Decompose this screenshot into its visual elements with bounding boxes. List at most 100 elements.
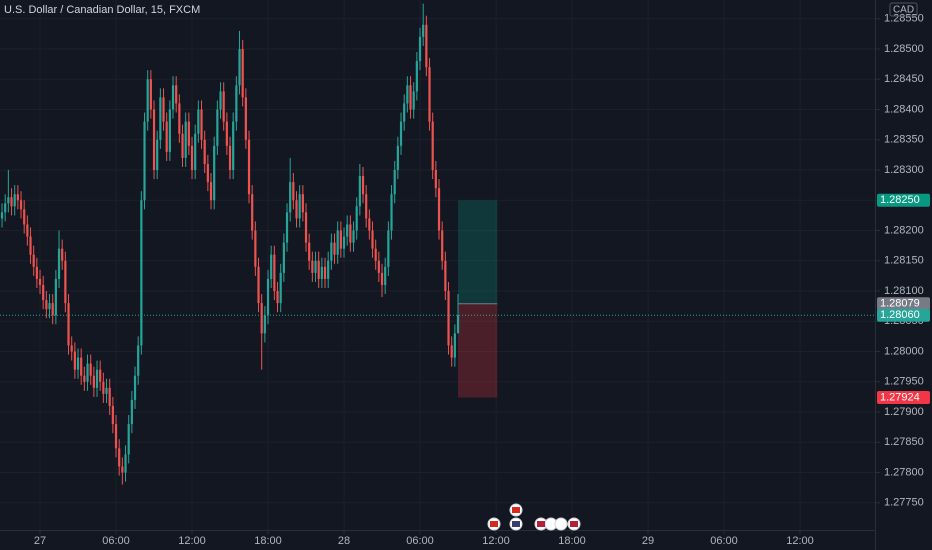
x-tick-label: 06:00 xyxy=(406,535,434,547)
y-tick-label: 1.28300 xyxy=(884,164,924,176)
candle-body xyxy=(235,85,238,122)
candle-body xyxy=(19,200,23,210)
y-tick-label: 1.27850 xyxy=(884,436,924,448)
event-flag xyxy=(512,521,520,527)
event-flag xyxy=(512,507,520,513)
candles xyxy=(0,3,460,485)
candle-body xyxy=(181,133,184,158)
candle-body xyxy=(384,266,387,285)
candle-body xyxy=(86,363,89,382)
y-tick-label: 1.27950 xyxy=(884,376,924,388)
candle-body xyxy=(289,182,292,213)
price-label: 1.28250 xyxy=(880,194,920,206)
candle-body xyxy=(298,194,301,219)
candle-body xyxy=(159,97,162,140)
candle-body xyxy=(393,170,396,195)
candle-body xyxy=(10,197,13,207)
candle-body xyxy=(38,278,42,285)
candle-body xyxy=(137,345,140,376)
candle-body xyxy=(7,197,10,204)
loss-zone xyxy=(458,303,498,398)
candle-body xyxy=(327,260,330,279)
candle-body xyxy=(197,109,200,134)
price-label-bg xyxy=(877,308,930,322)
candle-body xyxy=(244,97,247,140)
candle-body xyxy=(200,109,203,140)
candle-body xyxy=(247,139,251,195)
candle-body xyxy=(403,103,406,122)
candle-body xyxy=(270,254,273,279)
event-flag xyxy=(490,521,498,527)
x-tick-label: 12:00 xyxy=(178,535,206,547)
candle-body xyxy=(431,121,434,171)
candle-body xyxy=(263,315,266,334)
y-tick-label: 1.28000 xyxy=(884,345,924,357)
profit-zone xyxy=(458,200,498,304)
position-tool[interactable] xyxy=(0,200,875,398)
candle-body xyxy=(434,170,437,189)
candle-body xyxy=(118,448,121,467)
candle-body xyxy=(61,248,64,261)
candle-body xyxy=(26,224,29,237)
time-axis: 27 06:00 12:00 18:00 28 06:00 12:00 18:00 29 06:0… xyxy=(34,531,814,547)
candle-body xyxy=(133,375,137,400)
x-tick-label: 27 xyxy=(34,535,46,547)
candle-body xyxy=(54,278,57,316)
candle-body xyxy=(57,248,61,279)
candle-body xyxy=(387,230,390,267)
event-flag xyxy=(537,521,545,527)
candle-body xyxy=(273,254,276,292)
candle-body xyxy=(114,424,118,449)
x-tick-label: 28 xyxy=(338,535,350,547)
candle-body xyxy=(13,194,16,207)
candle-body xyxy=(102,381,105,394)
candle-body xyxy=(168,109,171,152)
currency-label[interactable]: CAD xyxy=(893,5,914,16)
price-label-bg xyxy=(877,391,930,404)
candle-body xyxy=(162,97,165,122)
candle-body xyxy=(156,139,159,171)
event-flag xyxy=(570,521,578,527)
candle-body xyxy=(130,399,133,425)
candle-body xyxy=(380,272,384,285)
candle-body xyxy=(349,224,352,243)
candle-body xyxy=(346,224,349,237)
candle-body xyxy=(437,188,441,231)
candle-body xyxy=(368,218,371,231)
candle-body xyxy=(320,266,323,279)
candle-body xyxy=(377,260,380,273)
candle-body xyxy=(67,303,70,346)
candle-body xyxy=(149,79,152,110)
price-label: 1.28079 xyxy=(880,298,920,310)
candle-body xyxy=(295,200,298,219)
candle-body xyxy=(209,182,213,201)
candle-body xyxy=(358,176,361,207)
candle-body xyxy=(428,67,431,122)
candle-body xyxy=(35,266,38,279)
candle-body xyxy=(251,194,254,231)
y-tick-label: 1.28150 xyxy=(884,255,924,267)
y-tick-label: 1.28500 xyxy=(884,43,924,55)
candle-body xyxy=(301,194,304,213)
candle-body xyxy=(187,121,190,146)
candle-body xyxy=(80,357,83,376)
candle-body xyxy=(146,79,149,122)
event-icon[interactable] xyxy=(554,517,568,531)
candle-body xyxy=(456,315,460,334)
candle-body xyxy=(216,109,219,146)
candle-body xyxy=(64,260,67,304)
currency-box[interactable] xyxy=(889,2,918,17)
candle-body xyxy=(317,260,320,279)
candle-body xyxy=(285,212,289,243)
candle-body xyxy=(330,242,333,261)
candle-body xyxy=(99,369,102,382)
candle-body xyxy=(314,260,317,273)
candle-body xyxy=(418,36,422,62)
price-label: 1.28060 xyxy=(880,309,920,321)
candle-body xyxy=(184,121,187,158)
y-tick-label: 1.28450 xyxy=(884,73,924,85)
candle-body xyxy=(73,351,76,370)
events[interactable] xyxy=(487,503,581,531)
